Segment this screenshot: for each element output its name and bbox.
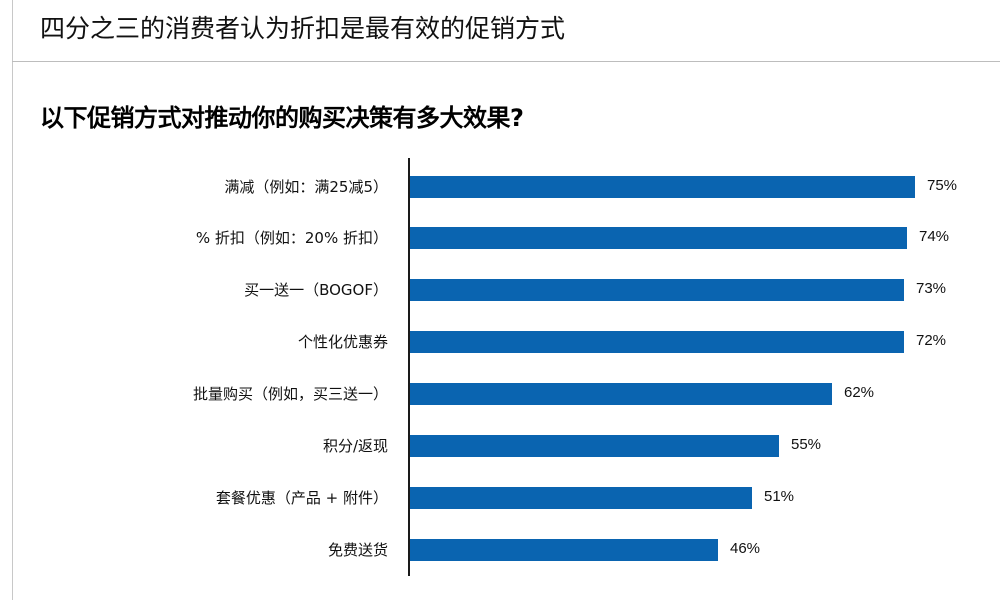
value-label: 72% bbox=[916, 332, 947, 349]
category-label: 个性化优惠券 bbox=[297, 333, 388, 351]
value-label: 55% bbox=[791, 436, 822, 453]
value-label: 74% bbox=[919, 228, 950, 245]
bar bbox=[410, 331, 904, 353]
y-axis-line bbox=[408, 158, 410, 576]
value-label: 73% bbox=[916, 280, 947, 297]
bar bbox=[410, 227, 907, 249]
category-label: 满减（例如：满25减5） bbox=[224, 178, 388, 196]
bar bbox=[410, 539, 718, 561]
category-label: 免费送货 bbox=[327, 541, 388, 559]
value-label: 75% bbox=[927, 177, 958, 194]
bar bbox=[410, 176, 915, 198]
value-label: 62% bbox=[844, 384, 875, 401]
value-label: 46% bbox=[730, 540, 761, 557]
category-label: 批量购买（例如，买三送一） bbox=[192, 385, 388, 403]
category-label: 买一送一（BOGOF） bbox=[244, 281, 388, 299]
bar bbox=[410, 279, 904, 301]
slide-title: 四分之三的消费者认为折扣是最有效的促销方式 bbox=[40, 14, 566, 43]
bar-row-3: 买一送一（BOGOF） 73% bbox=[0, 279, 1000, 301]
chart-title: 以下促销方式对推动你的购买决策有多大效果? bbox=[40, 104, 524, 132]
bar bbox=[410, 383, 832, 405]
title-divider bbox=[12, 61, 1000, 62]
bar-row-5: 批量购买（例如，买三送一） 62% bbox=[0, 383, 1000, 405]
bar-row-8: 免费送货 46% bbox=[0, 539, 1000, 561]
category-label: % 折扣（例如：20% 折扣） bbox=[195, 229, 388, 247]
category-label: 积分/返现 bbox=[322, 437, 388, 455]
bar bbox=[410, 487, 752, 509]
slide-left-border bbox=[12, 0, 13, 600]
value-label: 51% bbox=[764, 488, 795, 505]
bar-row-2: % 折扣（例如：20% 折扣） 74% bbox=[0, 227, 1000, 249]
bar-row-1: 满减（例如：满25减5） 75% bbox=[0, 176, 1000, 198]
bar-row-7: 套餐优惠（产品 + 附件） 51% bbox=[0, 487, 1000, 509]
category-label: 套餐优惠（产品 + 附件） bbox=[215, 489, 388, 507]
bar-row-6: 积分/返现 55% bbox=[0, 435, 1000, 457]
bar bbox=[410, 435, 779, 457]
bar-row-4: 个性化优惠券 72% bbox=[0, 331, 1000, 353]
